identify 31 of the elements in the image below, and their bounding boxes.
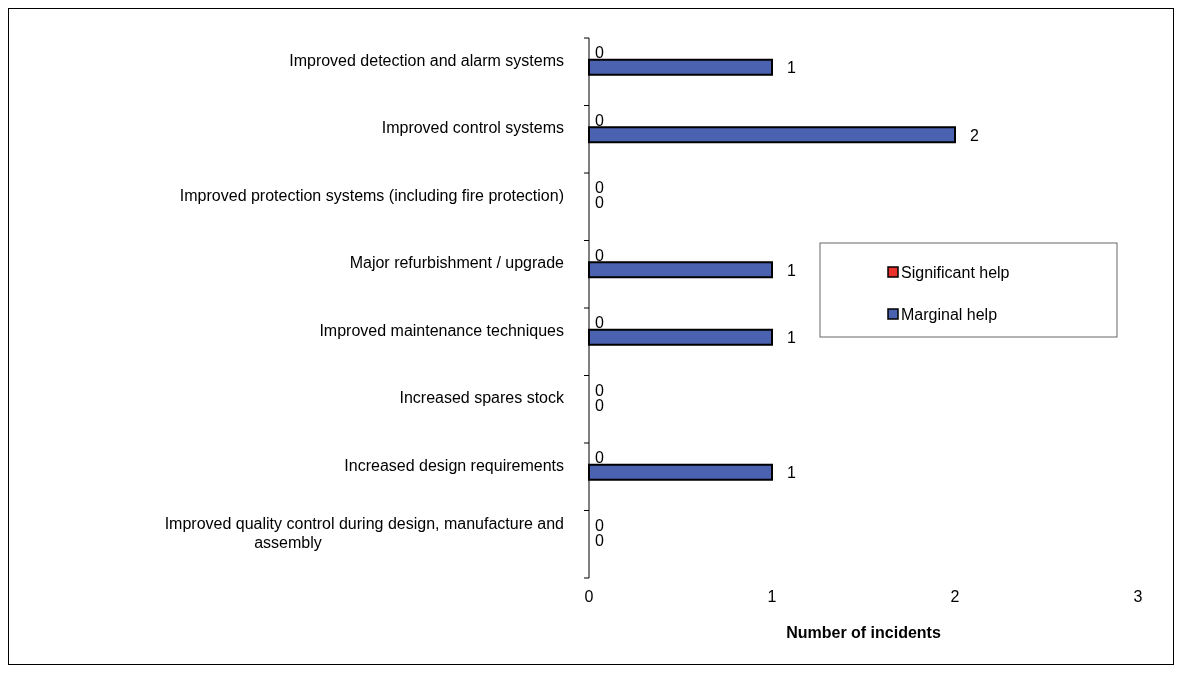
data-label: 0 xyxy=(595,44,604,62)
data-label: 0 xyxy=(595,111,604,129)
data-label: 0 xyxy=(595,246,604,264)
x-tick-label: 2 xyxy=(950,588,960,605)
y-tick-label: Improved maintenance techniques xyxy=(319,321,564,339)
y-tick-label: Increased design requirements xyxy=(344,456,564,474)
x-tick-label: 0 xyxy=(584,588,594,605)
data-label: 0 xyxy=(595,179,604,197)
data-label: 0 xyxy=(595,194,604,212)
data-label: 2 xyxy=(970,126,979,144)
data-label: 1 xyxy=(787,59,796,77)
x-tick-label: 1 xyxy=(767,588,777,605)
data-label: 0 xyxy=(595,449,604,467)
y-tick-label: Improved quality control during design, manufacture and assembly xyxy=(164,515,564,552)
y-tick-label: Improved detection and alarm systems xyxy=(289,51,564,69)
data-label: 0 xyxy=(595,516,604,534)
x-axis-title: Number of incidents xyxy=(786,624,941,641)
data-label: 1 xyxy=(787,329,796,347)
data-label: 0 xyxy=(595,396,604,414)
legend-label: Significant help xyxy=(901,264,1010,281)
data-label: 0 xyxy=(595,314,604,332)
data-label: 0 xyxy=(595,381,604,399)
x-tick-label: 3 xyxy=(1133,588,1143,605)
legend-label: Marginal help xyxy=(901,306,998,323)
y-tick-label: Improved control systems xyxy=(381,119,564,137)
y-tick-label: Increased spares stock xyxy=(399,389,565,407)
data-label: 0 xyxy=(595,531,604,549)
y-tick-label: Improved protection systems (including fire protection) xyxy=(179,186,564,204)
data-label: 1 xyxy=(787,464,796,482)
y-tick-label: Major refurbishment / upgrade xyxy=(349,254,565,272)
data-label: 1 xyxy=(787,261,796,279)
